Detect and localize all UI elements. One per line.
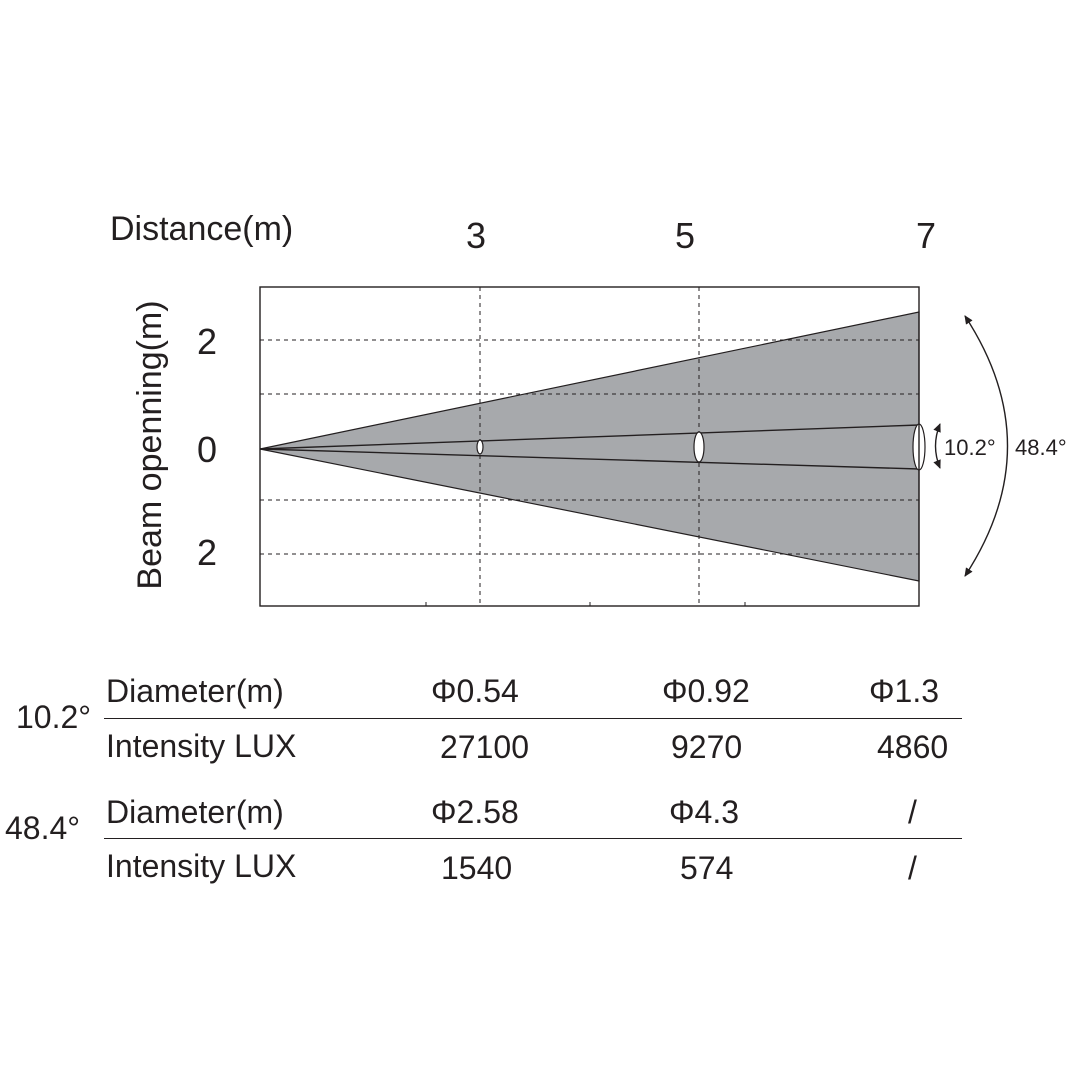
y-axis-label: Beam openning(m)	[131, 300, 169, 590]
wide-beam-cone	[259, 311, 920, 582]
x-tick-7: 7	[916, 215, 937, 256]
table-wide-intensity-label: Intensity LUX	[106, 848, 297, 884]
beam-section-5m	[693, 431, 705, 463]
wide-angle-arrow	[964, 315, 1009, 577]
table-narrow-diameter-5m: Φ0.92	[662, 673, 750, 709]
table-narrow-intensity-3m: 27100	[440, 729, 529, 765]
table-wide-diameter-5m: Φ4.3	[669, 794, 740, 830]
y-tick-top: 2	[197, 321, 218, 362]
x-tick-5: 5	[675, 215, 696, 256]
horizontal-gridlines	[260, 339, 919, 555]
y-tick-zero: 0	[197, 429, 218, 470]
table-wide-diameter-label: Diameter(m)	[106, 794, 284, 830]
table-narrow-intensity-label: Intensity LUX	[106, 728, 297, 764]
table-narrow-diameter-label: Diameter(m)	[106, 673, 284, 709]
narrow-angle-arrow	[933, 423, 941, 469]
wide-angle-label: 48.4°	[1015, 435, 1067, 460]
table-narrow-diameter-7m: Φ1.3	[869, 673, 940, 709]
table-narrow-rule	[104, 718, 962, 719]
y-tick-bottom: 2	[197, 532, 218, 573]
narrow-beam-lines	[259, 424, 920, 470]
x-tick-3: 3	[466, 215, 487, 256]
x-axis-label: Distance(m)	[110, 210, 294, 248]
table-narrow-intensity-5m: 9270	[671, 729, 743, 765]
bottom-ticks	[425, 602, 746, 606]
table-wide-angle: 48.4°	[5, 810, 81, 846]
table-wide-intensity-3m: 1540	[441, 850, 513, 886]
table-narrow-diameter-3m: Φ0.54	[431, 673, 519, 709]
table-wide-diameter-3m: Φ2.58	[431, 794, 519, 830]
table-wide-diameter-7m: /	[908, 794, 917, 830]
table-wide-intensity-5m: 574	[680, 850, 734, 886]
vertical-gridlines	[479, 287, 700, 606]
table-wide-rule	[104, 838, 962, 839]
beam-section-3m	[476, 439, 484, 455]
table-narrow-angle: 10.2°	[16, 699, 92, 735]
table-narrow-intensity-7m: 4860	[877, 729, 949, 765]
narrow-angle-label: 10.2°	[944, 435, 996, 460]
table-wide-intensity-7m: /	[908, 850, 917, 886]
